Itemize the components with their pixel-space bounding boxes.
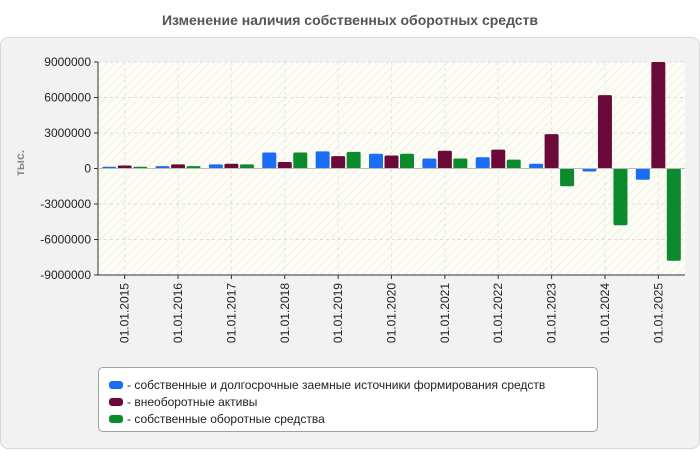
x-tick-label: 01.01.2019 [331,283,345,343]
bar [369,153,383,169]
y-tick-label: 6000000 [44,91,91,105]
bar [117,165,132,169]
bar [613,168,628,226]
x-tick-label: 01.01.2017 [224,283,238,343]
bar [506,159,521,169]
bar [384,155,399,169]
x-tick-label: 01.01.2022 [491,283,505,343]
bar [315,151,330,169]
y-tick-label: -9000000 [40,268,91,282]
legend-swatch-working-capital [109,414,123,423]
bar [171,164,186,169]
bar [529,163,544,169]
legend-swatch-sources [109,380,123,389]
bar [597,95,612,169]
bar [651,62,666,169]
bar [422,158,437,169]
legend-swatch-noncurrent-assets [109,397,123,406]
bar [544,134,559,169]
y-tick-label: 3000000 [44,126,91,140]
y-tick-label: -3000000 [40,197,91,211]
chart-title: Изменение наличия собственных оборотных … [161,12,539,28]
y-axis-label: тыс. [13,150,27,176]
x-tick-label: 01.01.2025 [651,283,665,343]
x-tick-label: 01.01.2015 [118,283,132,343]
bar [400,153,414,169]
bar [293,152,308,169]
bar [224,163,239,169]
bar [453,158,468,169]
legend-label-sources: - [127,377,135,392]
bar [346,151,361,169]
x-tick-label: 01.01.2024 [598,283,612,343]
x-tick-label: 01.01.2021 [438,283,452,343]
legend-item-working-capital: - собственные оборотные средства [109,410,587,427]
y-tick-label: 0 [84,162,91,176]
x-tick-label: 01.01.2020 [385,283,399,343]
bar [475,157,490,169]
legend-text-noncurrent-assets: внеоборотные активы [134,394,258,409]
bar [560,168,575,187]
bar [262,152,277,169]
bar [186,166,201,169]
legend-item-noncurrent-assets: - внеоборотные активы [109,393,587,410]
x-tick-label: 01.01.2016 [171,283,185,343]
y-tick-label: -6000000 [40,233,91,247]
bars [102,62,681,261]
legend-text-working-capital: собственные оборотные средства [134,411,325,426]
legend-text-sources: собственные и долгосрочные заемные источ… [134,377,546,392]
legend-item-sources: - собственные и долгосрочные заемные ист… [109,376,587,393]
bar [666,168,681,261]
bar [239,164,254,169]
axes: 9000000 6000000 3000000 0 -3000000 -6000000 -9… [40,55,685,343]
bar [277,161,292,169]
x-tick-label: 01.01.2023 [545,283,559,343]
x-tick-label: 01.01.2018 [278,283,292,343]
bar [582,168,597,172]
y-tick-label: 9000000 [44,55,91,69]
legend: - собственные и долгосрочные заемные ист… [98,367,598,432]
bar [208,164,223,169]
bar [635,168,650,180]
bar [437,150,452,169]
bar [331,156,346,169]
legend-label-noncurrent-assets: - [127,394,135,409]
bar [155,166,170,169]
bar [491,149,506,169]
legend-label-working-capital: - [127,411,135,426]
